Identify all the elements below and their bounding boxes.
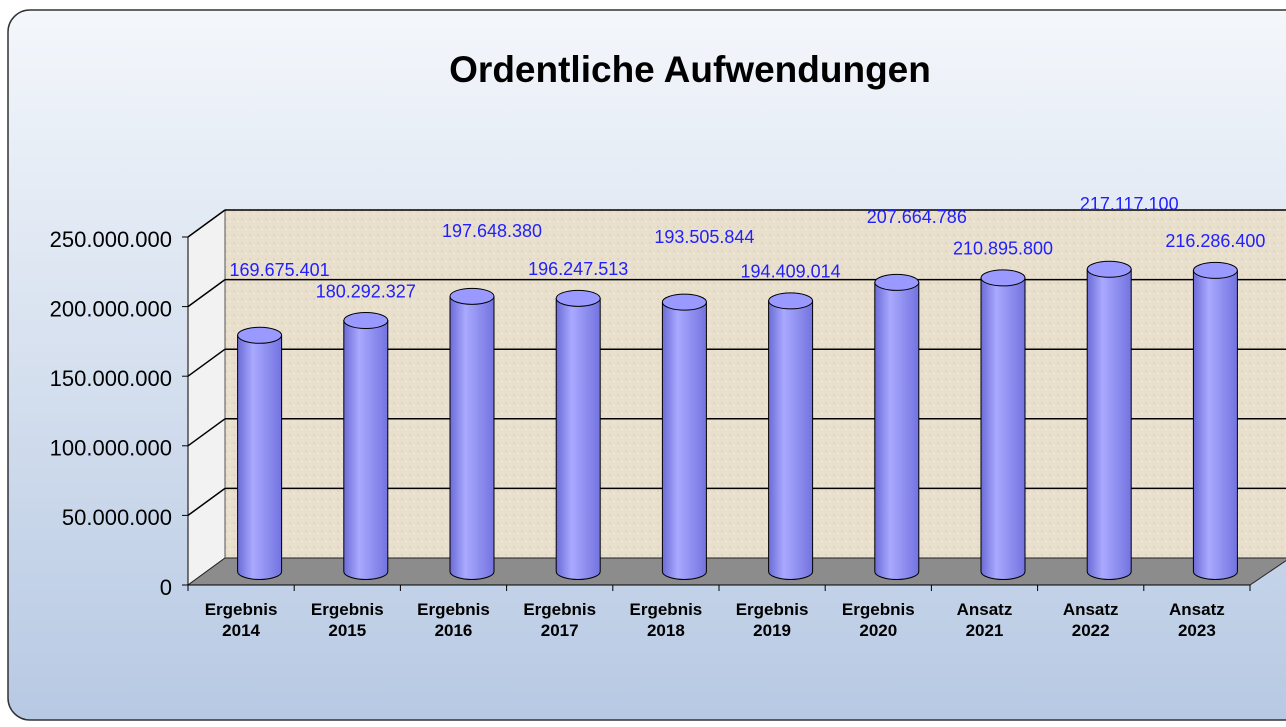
data-label: 217.117.100 <box>1080 194 1179 214</box>
data-label: 169.675.401 <box>230 260 330 280</box>
y-tick-label: 50.000.000 <box>62 505 172 530</box>
bar-top <box>874 273 920 291</box>
y-tick-label: 100.000.000 <box>50 436 172 461</box>
data-label: 207.664.786 <box>867 207 967 227</box>
bar-top <box>449 287 495 305</box>
data-label: 196.247.513 <box>528 259 628 279</box>
bar <box>874 281 920 580</box>
grid-line <box>187 278 226 308</box>
side-wall <box>187 209 226 586</box>
bar-top <box>768 292 814 310</box>
y-tick-label: 0 <box>160 575 172 600</box>
bar <box>980 277 1026 580</box>
x-tick-label: Ergebnis 2015 <box>310 600 384 640</box>
bar <box>555 297 601 580</box>
grid-line <box>187 418 226 447</box>
bar-top <box>1086 260 1132 278</box>
x-tick-label: Ergebnis 2019 <box>735 600 809 640</box>
bar <box>449 295 495 580</box>
x-tick-label: Ergebnis 2017 <box>523 600 597 640</box>
grid-line <box>187 348 226 377</box>
bar <box>237 334 283 580</box>
bar-top <box>237 326 283 344</box>
grid-line <box>187 209 226 238</box>
x-tick-label: Ansatz 2023 <box>1169 600 1225 640</box>
bar <box>768 300 814 580</box>
data-label: 197.648.380 <box>442 221 542 241</box>
x-tick-label: Ergebnis 2016 <box>417 600 490 640</box>
bar-top <box>661 293 707 311</box>
bar-top <box>1192 261 1238 279</box>
x-tick-label: Ansatz 2022 <box>1062 600 1119 640</box>
bar <box>343 320 389 580</box>
bar-top <box>980 269 1026 287</box>
bar <box>1192 269 1238 580</box>
y-tick-label: 250.000.000 <box>50 227 172 252</box>
chart-title: Ordentliche Aufwendungen <box>449 49 931 90</box>
data-label: 210.895.800 <box>953 239 1053 259</box>
x-tick-label: Ansatz 2021 <box>956 600 1013 640</box>
bar <box>661 301 707 580</box>
bar <box>1086 268 1132 580</box>
x-tick-label: Ergebnis 2018 <box>629 600 703 640</box>
data-label: 216.286.400 <box>1165 231 1265 251</box>
data-label: 180.292.327 <box>316 281 416 301</box>
data-label: 194.409.014 <box>741 262 841 282</box>
y-tick-label: 200.000.000 <box>50 296 172 321</box>
y-tick-label: 150.000.000 <box>50 366 172 391</box>
x-tick-label: Ergebnis 2014 <box>204 600 278 640</box>
bar-top <box>343 312 389 330</box>
bar-top <box>555 289 601 307</box>
grid-line <box>187 487 226 517</box>
data-label: 193.505.844 <box>654 227 754 247</box>
x-tick-label: Ergebnis 2020 <box>841 600 915 640</box>
